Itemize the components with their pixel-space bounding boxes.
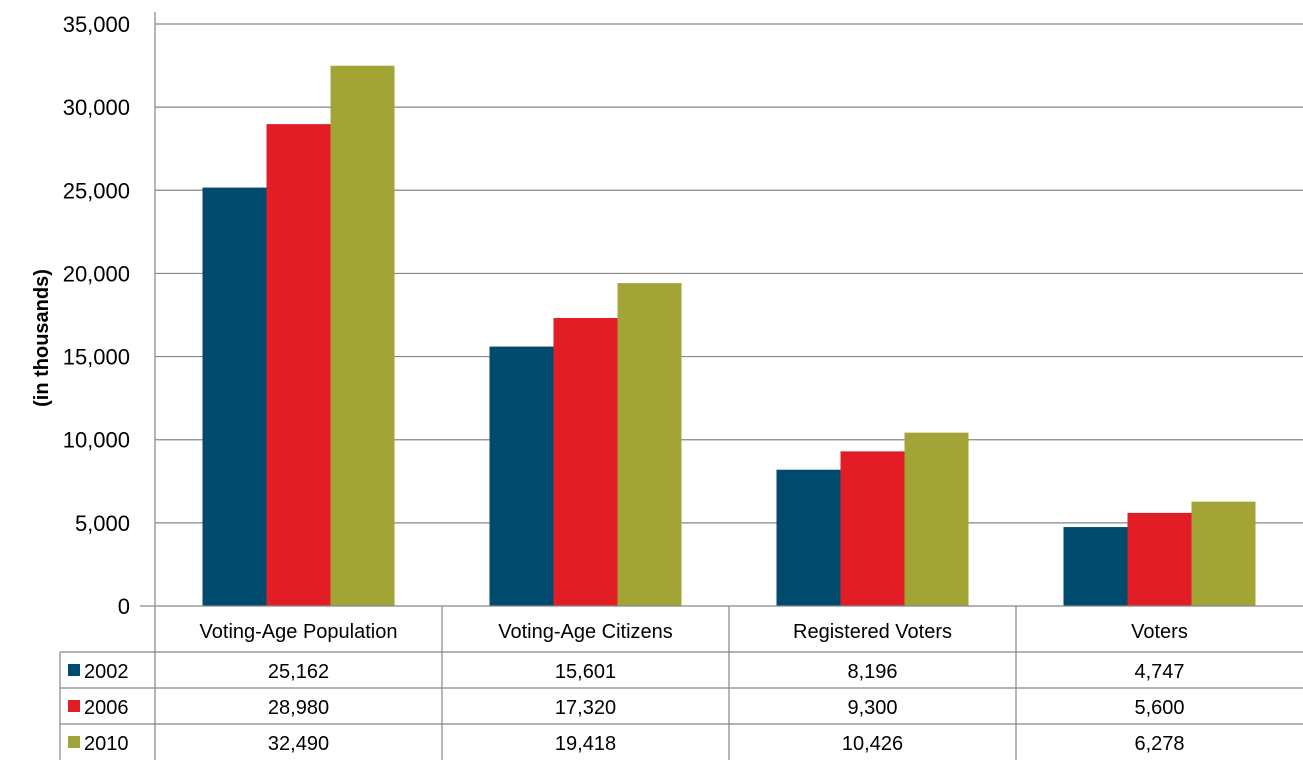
bar-2010-0 xyxy=(330,65,395,606)
table-cell-value: 8,196 xyxy=(847,661,897,683)
bar-2002-0 xyxy=(202,187,267,606)
bar-2002-3 xyxy=(1063,527,1128,606)
table-cell-value: 10,426 xyxy=(842,733,903,755)
bar-2006-2 xyxy=(840,451,905,606)
y-axis-label: (in thousands) xyxy=(31,269,53,407)
table-cell-value: 4,747 xyxy=(1134,661,1184,683)
category-label: Registered Voters xyxy=(793,621,952,643)
table-cell-value: 25,162 xyxy=(268,661,329,683)
data-table: Voting-Age Population Voting-Age Citizens… xyxy=(59,606,1303,760)
y-tick-label: 20,000 xyxy=(63,261,130,286)
legend-series-name: 2002 xyxy=(84,661,129,683)
bar-2006-3 xyxy=(1127,512,1192,606)
legend-series-name: 2010 xyxy=(84,733,129,755)
legend-key-2002 xyxy=(68,664,80,676)
y-tick-label: 5,000 xyxy=(75,511,130,536)
table-cell-value: 6,278 xyxy=(1134,733,1184,755)
legend-key-2006 xyxy=(68,700,80,712)
bars xyxy=(202,65,1256,606)
table-cell-value: 15,601 xyxy=(555,661,616,683)
y-tick-label: 30,000 xyxy=(63,95,130,120)
table-cell-value: 28,980 xyxy=(268,697,329,719)
bar-2006-1 xyxy=(553,317,618,606)
y-tick-label: 25,000 xyxy=(63,178,130,203)
table-cell-value: 32,490 xyxy=(268,733,329,755)
legend-key-2010 xyxy=(68,736,80,748)
bar-2002-2 xyxy=(776,469,841,606)
bar-2002-1 xyxy=(489,346,554,606)
legend-series-name: 2006 xyxy=(84,697,129,719)
y-tick-label: 35,000 xyxy=(63,12,130,37)
table-cell-value: 9,300 xyxy=(847,697,897,719)
table-cell-value: 19,418 xyxy=(555,733,616,755)
y-tick-label: 15,000 xyxy=(63,345,130,370)
bar-2010-1 xyxy=(617,283,682,606)
y-tick-labels: 0 5,000 10,000 15,000 20,000 25,000 30,000 35,0… xyxy=(63,12,130,619)
table-cell-value: 5,600 xyxy=(1134,697,1184,719)
bar-2010-3 xyxy=(1191,501,1256,606)
category-label: Voting-Age Population xyxy=(200,621,398,643)
bar-2006-0 xyxy=(266,124,331,606)
category-label: Voting-Age Citizens xyxy=(498,621,673,643)
y-tick-label: 10,000 xyxy=(63,428,130,453)
y-tick-label: 0 xyxy=(118,594,130,619)
bar-2010-2 xyxy=(904,432,969,606)
category-label: Voters xyxy=(1131,621,1188,643)
table-cell-value: 17,320 xyxy=(555,697,616,719)
